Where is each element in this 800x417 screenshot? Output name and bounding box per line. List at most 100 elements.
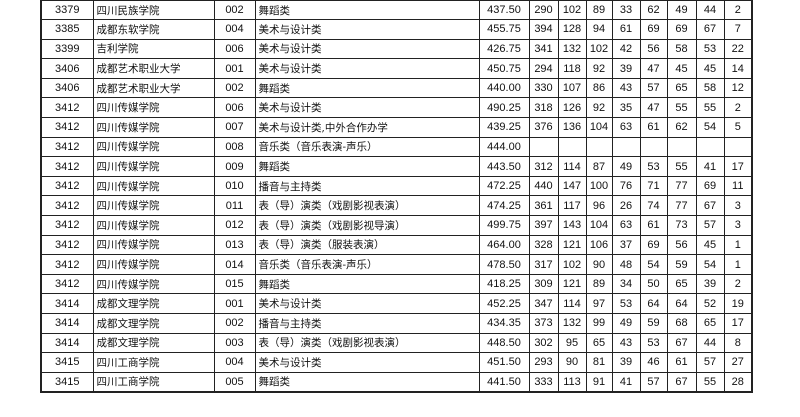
table-row: 3412 四川传媒学院 010 播音与主持类 472.25 440 147 100 76 71 77… [40, 175, 753, 197]
score-6-cell: 45 [666, 58, 697, 79]
score-3-cell: 91 [585, 371, 613, 393]
table-row: 3414 成都文理学院 003 表（导）演类（戏剧影视表演） 448.50 302 95 65… [40, 332, 753, 354]
score-6-cell: 62 [666, 117, 697, 138]
count-cell: 14 [723, 58, 753, 79]
school-code-cell: 3414 [40, 332, 94, 354]
school-name-cell: 成都文理学院 [92, 313, 215, 334]
table-row: 3414 成都文理学院 002 播音与主持类 434.35 373 132 99 49 59 68 6… [40, 313, 753, 334]
score-1-cell: 341 [528, 38, 559, 60]
score-6-cell: 67 [666, 371, 697, 393]
score-4-cell: 63 [611, 117, 641, 138]
school-name-cell: 成都文理学院 [92, 332, 215, 354]
score-2-cell: 121 [557, 273, 587, 295]
score-2-cell: 136 [557, 117, 587, 138]
major-group-code-cell: 001 [213, 58, 256, 79]
school-name-cell: 成都东软学院 [92, 19, 215, 40]
school-name-cell: 四川传媒学院 [92, 234, 215, 256]
major-group-code-cell: 010 [213, 175, 256, 197]
table-row: 3412 四川传媒学院 008 音乐类（音乐表演-声乐） 444.00 [40, 136, 753, 158]
school-code-cell: 3412 [40, 156, 94, 177]
score-5-cell: 47 [639, 58, 668, 79]
score-2-cell: 147 [557, 175, 587, 197]
score-5-cell: 61 [639, 215, 668, 236]
school-name-cell: 四川工商学院 [92, 352, 215, 373]
major-group-code-cell: 004 [213, 19, 256, 40]
major-group-name-cell: 音乐类（音乐表演-声乐） [254, 136, 480, 158]
count-cell: 17 [723, 313, 753, 334]
table-row: 3412 四川传媒学院 007 美术与设计类,中外合作办学 439.25 376 136 10… [40, 117, 753, 138]
score-3-cell: 92 [585, 58, 613, 79]
score-6-cell: 77 [666, 195, 697, 217]
score-5-cell: 71 [639, 175, 668, 197]
score-3-cell: 81 [585, 352, 613, 373]
major-group-name-cell: 美术与设计类 [254, 293, 480, 314]
count-cell [723, 136, 753, 158]
school-name-cell: 成都艺术职业大学 [92, 77, 215, 99]
score-7-cell: 53 [695, 38, 725, 60]
table-row: 3385 成都东软学院 004 美术与设计类 455.75 394 128 94 61 69 69 6… [40, 19, 753, 40]
school-name-cell: 四川传媒学院 [92, 215, 215, 236]
score-3-cell: 94 [585, 19, 613, 40]
table-row: 3412 四川传媒学院 014 音乐类（音乐表演-声乐） 478.50 317 102 90 4… [40, 254, 753, 275]
count-cell: 11 [723, 175, 753, 197]
score-3-cell: 102 [585, 38, 613, 60]
score-5-cell: 53 [639, 156, 668, 177]
major-group-name-cell: 美术与设计类 [254, 352, 480, 373]
admission-score-table: 3379 四川民族学院 002 舞蹈类 437.50 290 102 89 33 62 49 44 2 3… [40, 0, 753, 393]
score-4-cell: 48 [611, 254, 641, 275]
major-group-code-cell: 006 [213, 97, 256, 119]
major-group-code-cell: 014 [213, 254, 256, 275]
score-4-cell: 34 [611, 273, 641, 295]
major-group-code-cell: 002 [213, 313, 256, 334]
score-5-cell: 62 [639, 0, 668, 21]
score-3-cell: 99 [585, 313, 613, 334]
score-6-cell: 55 [666, 156, 697, 177]
score-5-cell: 56 [639, 38, 668, 60]
major-group-code-cell: 008 [213, 136, 256, 158]
score-3-cell: 104 [585, 117, 613, 138]
school-code-cell: 3415 [40, 371, 94, 393]
score-3-cell: 89 [585, 273, 613, 295]
major-group-name-cell: 美术与设计类 [254, 19, 480, 40]
score-5-cell: 69 [639, 234, 668, 256]
min-score-cell: 451.50 [478, 352, 530, 373]
score-7-cell: 52 [695, 293, 725, 314]
table-row: 3399 吉利学院 006 美术与设计类 426.75 341 132 102 42 56 58 53… [40, 38, 753, 60]
major-group-code-cell: 015 [213, 273, 256, 295]
score-7-cell: 45 [695, 234, 725, 256]
table-row: 3412 四川传媒学院 012 表（导）演类（戏剧影视导演） 499.75 397 143 1… [40, 215, 753, 236]
school-code-cell: 3414 [40, 313, 94, 334]
score-6-cell: 68 [666, 313, 697, 334]
score-6-cell: 64 [666, 293, 697, 314]
major-group-code-cell: 005 [213, 371, 256, 393]
score-1-cell: 394 [528, 19, 559, 40]
school-name-cell: 四川传媒学院 [92, 175, 215, 197]
score-7-cell: 39 [695, 273, 725, 295]
major-group-name-cell: 舞蹈类 [254, 0, 480, 21]
major-group-code-cell: 006 [213, 38, 256, 60]
score-5-cell: 64 [639, 293, 668, 314]
score-2-cell: 113 [557, 371, 587, 393]
score-4-cell: 39 [611, 58, 641, 79]
min-score-cell: 490.25 [478, 97, 530, 119]
score-7-cell: 67 [695, 195, 725, 217]
score-3-cell: 65 [585, 332, 613, 354]
major-group-name-cell: 美术与设计类 [254, 97, 480, 119]
score-1-cell: 317 [528, 254, 559, 275]
score-3-cell: 96 [585, 195, 613, 217]
major-group-name-cell: 表（导）演类（戏剧影视表演） [254, 332, 480, 354]
score-6-cell: 65 [666, 273, 697, 295]
min-score-cell: 444.00 [478, 136, 530, 158]
score-4-cell: 53 [611, 293, 641, 314]
score-7-cell [695, 136, 725, 158]
school-code-cell: 3415 [40, 352, 94, 373]
score-7-cell: 55 [695, 371, 725, 393]
score-4-cell: 63 [611, 215, 641, 236]
count-cell: 1 [723, 254, 753, 275]
table-row: 3412 四川传媒学院 011 表（导）演类（戏剧影视表演） 474.25 361 117 9… [40, 195, 753, 217]
min-score-cell: 478.50 [478, 254, 530, 275]
count-cell: 3 [723, 215, 753, 236]
school-code-cell: 3412 [40, 136, 94, 158]
score-7-cell: 67 [695, 19, 725, 40]
school-code-cell: 3406 [40, 58, 94, 79]
